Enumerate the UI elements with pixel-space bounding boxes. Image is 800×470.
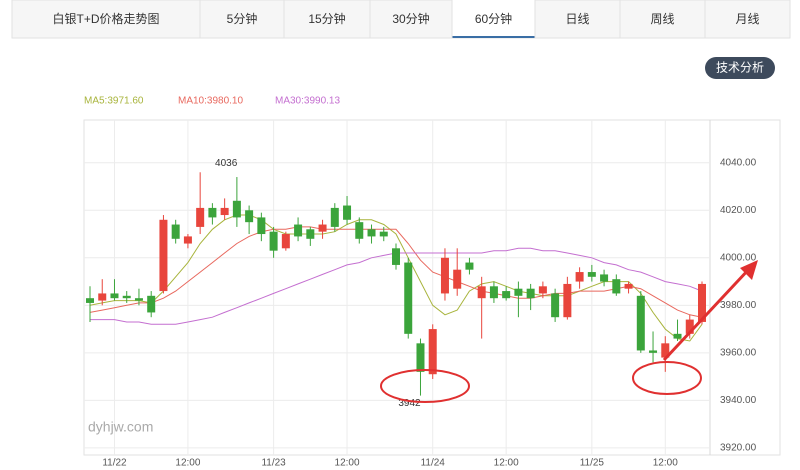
tab[interactable]: 5分钟 [227, 11, 258, 26]
tab-active-bg[interactable] [452, 0, 535, 38]
tab[interactable]: 15分钟 [308, 11, 345, 26]
plot-frame [83, 119, 781, 456]
tab[interactable]: 30分钟 [392, 11, 429, 26]
y-tick-label: 3920.00 [720, 443, 757, 454]
candle-body [343, 205, 352, 220]
legend-entry: MA30:3990.13 [275, 96, 340, 107]
legend-entry: MA10:3980.10 [178, 96, 243, 107]
candle-body [379, 231, 388, 237]
x-tick-label: 12:00 [175, 458, 200, 469]
y-tick-label: 3960.00 [720, 347, 757, 358]
candle-body [661, 343, 670, 358]
y-tick-label: 3940.00 [720, 395, 757, 406]
candle-body [355, 222, 364, 239]
tab[interactable]: 周线 [650, 12, 674, 26]
candle-body [551, 293, 560, 318]
candle-body [367, 229, 376, 237]
candle-body [538, 286, 547, 294]
analysis-button[interactable]: 技术分析 [716, 61, 764, 75]
tab[interactable]: 60分钟 [475, 11, 512, 26]
y-tick-label: 4000.00 [720, 252, 757, 263]
candle-body [318, 224, 327, 232]
candle-body [563, 283, 572, 318]
x-tick-label: 12:00 [653, 458, 678, 469]
candle-body [392, 248, 400, 265]
candle-body [208, 207, 217, 218]
highlight-circle [632, 361, 702, 395]
candle-body [147, 295, 156, 313]
candle-body [649, 350, 658, 353]
candle-body [269, 231, 278, 251]
candle-body [281, 234, 290, 249]
x-tick-label: 12:00 [335, 458, 360, 469]
x-tick-label: 12:00 [494, 458, 519, 469]
candle-body [489, 286, 498, 299]
candle-body [122, 295, 131, 299]
y-tick-label: 3980.00 [720, 300, 757, 311]
candle-body [257, 217, 266, 235]
candle-body [98, 293, 107, 301]
y-tick-label: 4020.00 [720, 205, 757, 216]
candle-body [220, 207, 229, 216]
y-tick-label: 4040.00 [720, 157, 757, 168]
candle-body [685, 319, 694, 334]
tab[interactable]: 月线 [735, 12, 759, 26]
ma-line [89, 214, 703, 342]
candle-body [465, 262, 474, 270]
candle-body [86, 298, 94, 303]
tab-active-underline [452, 36, 535, 38]
candle-body [587, 272, 596, 277]
candle-body [306, 229, 315, 239]
x-tick-label: 11/22 [102, 458, 127, 469]
plot: 3920.00 3940.00 3960.00 3980.00 4000.00 4020.… [84, 120, 757, 469]
watermark: dyhjw.com [88, 419, 153, 435]
tab[interactable]: 日线 [565, 12, 589, 26]
candle-body [171, 224, 180, 239]
candle-body [600, 274, 609, 282]
candle-body [514, 288, 523, 296]
candle-body [245, 210, 254, 223]
candle-body [416, 343, 425, 372]
candle-body [673, 333, 682, 339]
candle-body [575, 272, 584, 282]
trend-arrow [662, 266, 752, 362]
candle-body [526, 288, 535, 299]
candle-body [134, 298, 143, 301]
legend-entry: MA5:3971.60 [84, 96, 144, 107]
candle-body [330, 207, 339, 227]
x-tick-label: 11/25 [580, 458, 605, 469]
trend-arrow-head [740, 260, 758, 280]
candle-body [232, 200, 241, 218]
candle-body [502, 291, 511, 299]
candle-body [440, 257, 449, 294]
candle-body [698, 283, 706, 322]
candle-body [453, 269, 462, 289]
analysis-button-bg[interactable] [705, 57, 775, 79]
candle-body [183, 236, 192, 244]
candle-body [612, 279, 621, 294]
candle-body [636, 295, 645, 351]
tab[interactable]: 白银T+D价格走势图 [52, 11, 159, 26]
candle-body [404, 262, 413, 334]
candle-body [477, 286, 486, 299]
max-label: 4036 [215, 158, 238, 169]
candle-body [294, 224, 303, 237]
candle-body [159, 219, 168, 292]
x-tick-label: 11/23 [261, 458, 286, 469]
x-tick-label: 11/24 [421, 458, 446, 469]
candle-body [624, 283, 633, 289]
tab-bar [11, 0, 791, 39]
min-label: 3942 [398, 398, 421, 409]
candle-body [428, 329, 437, 375]
candle-body [110, 293, 119, 299]
highlight-circle [380, 369, 470, 403]
candle-body [196, 207, 205, 227]
ma-line [89, 226, 703, 318]
tabs: 白银T+D价格走势图 5分钟 15分钟 30分钟 60分钟 日线 周线 月线 [52, 0, 760, 38]
